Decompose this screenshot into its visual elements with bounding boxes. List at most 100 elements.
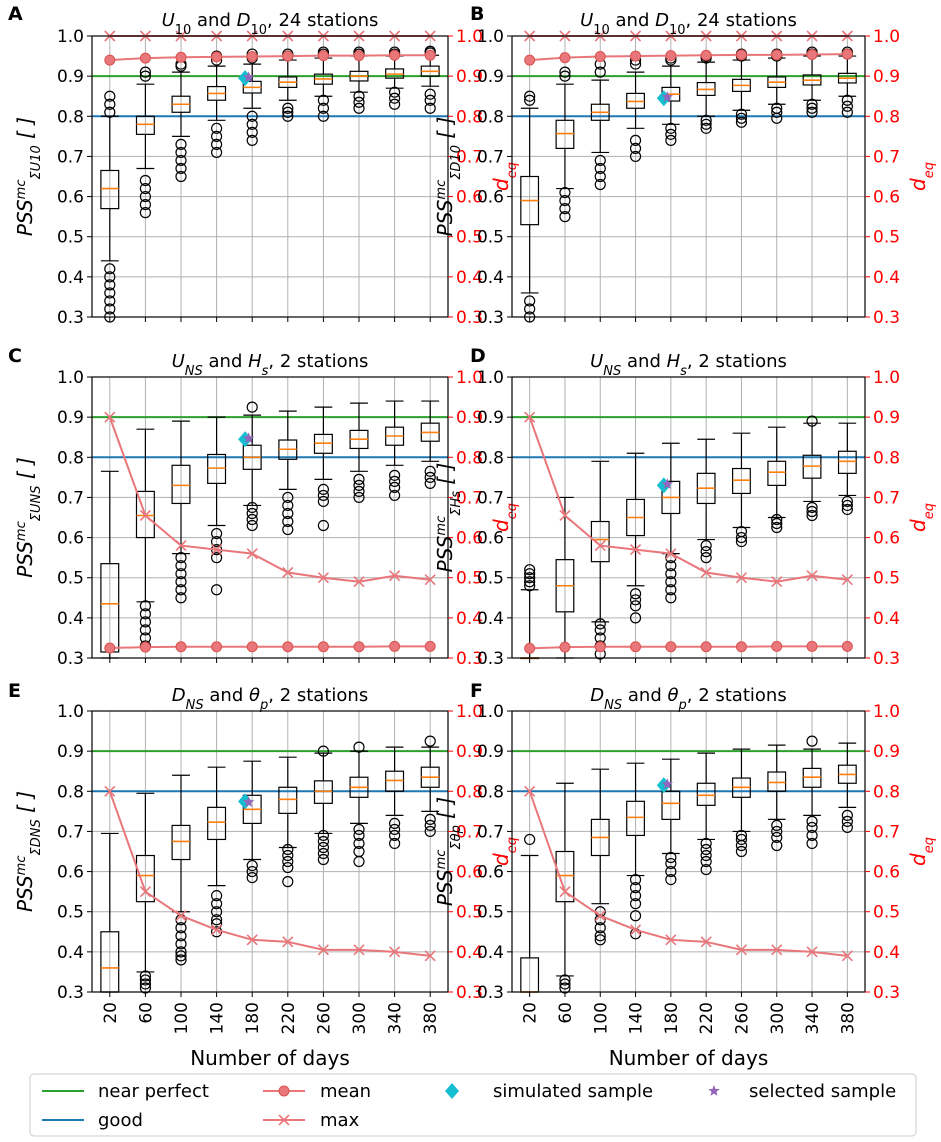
mean-marker [841,48,853,60]
outlier-point [594,624,606,636]
box-iqr [385,770,405,792]
outlier-point [424,813,436,825]
y-tick-label: 0.5 [57,228,84,248]
outlier-point [104,98,116,110]
box-60 [555,66,575,223]
mean-line [109,54,431,62]
y-axis-label: PSSmcΣUNS [ ] [13,457,44,578]
right-y-tick-label: 0.3 [873,649,900,669]
y-tick-label: 0.8 [57,107,84,127]
mean-marker [806,640,818,652]
outlier-point [524,580,536,592]
outlier-point [559,194,571,207]
outlier-point [735,112,748,124]
right-y-tick-label: 0.4 [873,943,900,963]
panel-title: UNS and Hs, 2 stations [590,351,787,379]
y-tick-label: 0.8 [57,782,84,802]
mean-marker [317,641,329,653]
right-y-tick-label: 1.0 [873,702,900,722]
outlier-point [246,865,258,878]
outlier-point [424,477,436,489]
outlier-point [524,576,536,588]
right-y-tick-label: 0.3 [456,308,483,328]
outlier-point [246,501,258,514]
outlier-point [389,823,401,836]
max-marker [771,944,783,956]
mean-marker [139,52,151,64]
outlier-point [139,70,151,82]
outlier-point [211,584,223,596]
y-tick-label: 0.3 [57,649,84,669]
y-tick-label: 0.4 [57,943,84,963]
axes-frame [511,376,866,659]
outlier-point [139,616,151,628]
box-iqr [135,490,155,539]
x-tick-label: 20 [101,1002,121,1024]
mean-marker [735,641,747,653]
mean-marker [594,641,606,653]
right-y-tick-label: 0.8 [456,107,483,127]
outlier-point [771,517,783,530]
max-marker [175,910,187,922]
outlier-point [665,560,677,572]
right-y-tick-label: 1.0 [456,702,483,722]
y-axis-label: PSSmcΣHs [ ] [433,463,464,573]
mean-marker [353,641,365,653]
outlier-point [317,847,329,860]
max-line [108,790,431,957]
outlier-point [841,815,853,827]
right-y-tick-label: 0.6 [873,188,900,208]
y-tick-label: 1.0 [57,27,84,47]
outlier-point [211,527,223,540]
right-y-tick-label: 1.0 [873,368,900,388]
right-y-tick-label: 0.9 [456,408,483,428]
outlier-point [104,287,116,299]
selected-sample-marker [242,432,255,444]
legend-frame [29,1073,917,1137]
plot-area [100,735,440,994]
right-y-tick-label: 1.0 [456,368,483,388]
box-300 [767,426,787,534]
right-y-tick-label: 0.9 [456,742,483,762]
outlier-point [700,837,712,850]
outlier-point [629,588,642,600]
outlier-point [353,479,365,491]
outlier-point [629,600,642,612]
outlier-point [424,735,436,747]
box-300 [767,744,787,852]
legend-mean-marker [278,1085,290,1097]
max-marker [594,540,606,552]
legend-mean-label: mean [320,1081,371,1102]
outlier-point [629,910,642,922]
outlier-point [594,162,606,175]
outlier-point [424,465,436,477]
outlier-point [139,190,151,203]
box-iqr [207,806,227,841]
max-marker [104,785,116,797]
selected-sample-marker [242,796,255,807]
outlier-point [139,174,151,187]
outlier-point [175,950,187,962]
right-y-tick-label: 0.5 [456,569,483,589]
box-iqr [696,782,716,806]
outlier-point [246,401,258,413]
right-y-tick-label: 0.8 [873,107,900,127]
box-iqr [135,115,155,135]
outlier-point [524,833,536,846]
outlier-point [175,146,187,159]
max-marker [559,509,571,522]
box-iqr [767,771,787,792]
legend-max-marker [278,1114,290,1126]
outlier-point [282,861,294,874]
outlier-point [104,271,116,283]
outlier-point [175,592,187,604]
outlier-point [735,108,748,120]
box-iqr [100,169,120,210]
mean-marker [246,641,258,653]
max-marker [175,540,187,552]
mean-marker [630,50,642,62]
plot-area [520,735,857,994]
legend-selected-marker [708,1085,720,1096]
outlier-point [175,922,187,934]
right-y-tick-label: 0.8 [456,448,483,468]
